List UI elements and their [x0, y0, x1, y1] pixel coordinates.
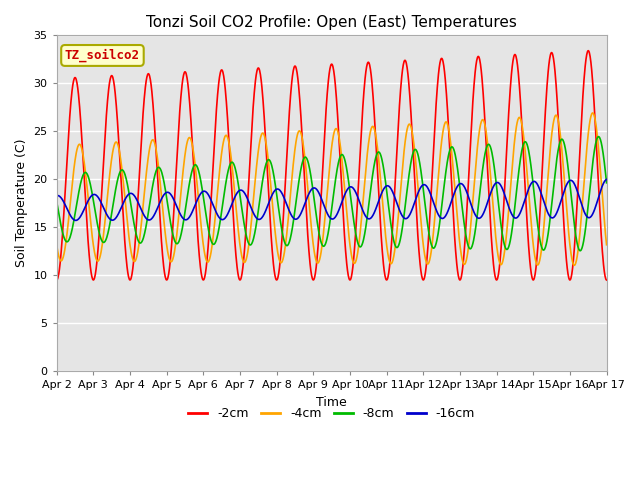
-4cm	[417, 218, 425, 224]
-2cm	[489, 253, 497, 259]
-16cm	[417, 184, 425, 190]
Line: -4cm: -4cm	[57, 113, 607, 265]
-8cm	[175, 239, 183, 244]
-8cm	[538, 243, 545, 249]
-2cm	[538, 187, 545, 192]
-16cm	[489, 184, 497, 190]
-16cm	[538, 192, 545, 198]
X-axis label: Time: Time	[316, 396, 347, 408]
-8cm	[162, 188, 170, 194]
-4cm	[489, 200, 497, 205]
-16cm	[53, 193, 61, 199]
Y-axis label: Soil Temperature (C): Soil Temperature (C)	[15, 139, 28, 267]
Line: -16cm: -16cm	[57, 180, 607, 220]
-8cm	[53, 199, 61, 204]
-8cm	[577, 248, 584, 253]
Legend: -2cm, -4cm, -8cm, -16cm: -2cm, -4cm, -8cm, -16cm	[184, 402, 480, 425]
Title: Tonzi Soil CO2 Profile: Open (East) Temperatures: Tonzi Soil CO2 Profile: Open (East) Temp…	[146, 15, 517, 30]
-16cm	[72, 217, 79, 223]
-2cm	[417, 268, 425, 274]
-4cm	[571, 263, 579, 268]
-16cm	[162, 190, 170, 195]
-16cm	[237, 187, 244, 193]
-16cm	[175, 209, 183, 215]
Text: TZ_soilco2: TZ_soilco2	[65, 49, 140, 62]
-2cm	[603, 277, 611, 283]
-4cm	[538, 249, 545, 254]
-8cm	[237, 196, 244, 202]
-8cm	[595, 134, 602, 140]
-4cm	[589, 110, 596, 116]
Line: -2cm: -2cm	[57, 51, 607, 280]
-4cm	[603, 242, 611, 248]
-2cm	[175, 120, 183, 126]
-4cm	[162, 234, 170, 240]
-8cm	[417, 168, 425, 173]
-2cm	[162, 276, 170, 281]
-2cm	[237, 276, 244, 282]
-8cm	[603, 180, 611, 186]
-4cm	[53, 242, 61, 248]
Line: -8cm: -8cm	[57, 137, 607, 251]
-4cm	[237, 246, 244, 252]
-2cm	[584, 48, 592, 54]
-16cm	[603, 177, 611, 182]
-2cm	[53, 277, 61, 283]
-4cm	[175, 210, 183, 216]
-8cm	[489, 154, 497, 160]
